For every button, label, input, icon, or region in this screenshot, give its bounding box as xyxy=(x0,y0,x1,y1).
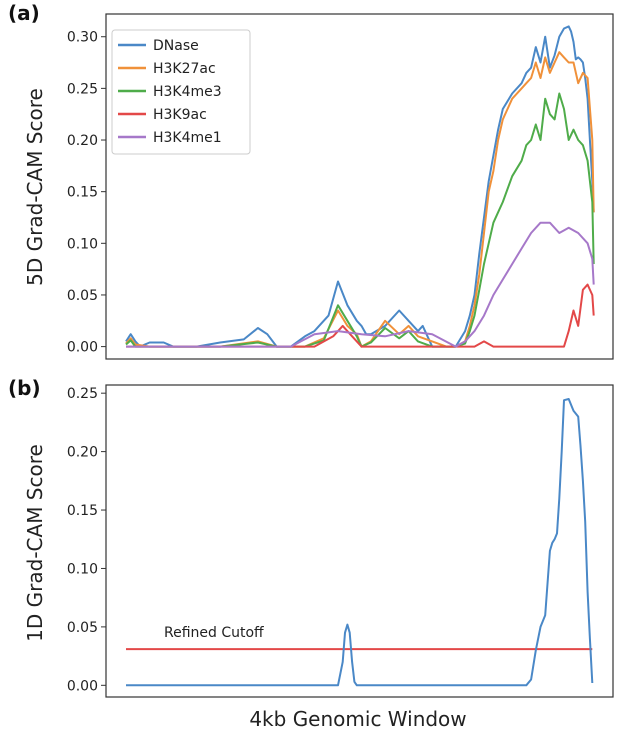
panel-b-y-tick-label: 0.25 xyxy=(67,386,98,402)
panel-b-label: (b) xyxy=(8,376,41,400)
panel-a-legend: DNase H3K27ac H3K4me3 H3K9ac H3K4me1 xyxy=(111,29,251,155)
panel-b-y-tick-label: 0.05 xyxy=(67,620,98,636)
panel-a-y-tick-label: 0.05 xyxy=(67,288,98,304)
legend-label-h3k9ac: H3K9ac xyxy=(153,107,207,123)
panel-b-series-lines xyxy=(126,398,594,687)
panel-a-label: (a) xyxy=(8,1,40,25)
panel-b-frame xyxy=(105,384,614,698)
panel-b-y-tick-label: 0.00 xyxy=(67,678,98,694)
panel-b-y-axis-title: 1D Grad-CAM Score xyxy=(23,444,47,642)
panel-a: (a) 0.00 0.05 0.10 0.15 0.20 0.25 0.30 DNase H3… xyxy=(8,1,614,360)
panel-b-y-ticks: 0.00 0.05 0.10 0.15 0.20 0.25 xyxy=(67,386,106,694)
legend-box xyxy=(111,29,251,155)
legend-label-dnase: DNase xyxy=(153,38,199,54)
panel-a-y-tick-label: 0.10 xyxy=(67,236,98,252)
panel-a-series-lines xyxy=(125,25,595,348)
panel-a-y-tick-label: 0.20 xyxy=(67,133,98,149)
series-line-h3k9ac xyxy=(126,283,595,348)
panel-a-frame xyxy=(105,13,614,360)
legend-label-h3k4me3: H3K4me3 xyxy=(153,84,222,100)
legend-label-h3k27ac: H3K27ac xyxy=(153,61,216,77)
legend-label-h3k4me1: H3K4me1 xyxy=(153,130,222,146)
x-axis-title: 4kb Genomic Window xyxy=(249,707,466,731)
series-line-dnase xyxy=(125,25,595,348)
panel-a-y-ticks: 0.00 0.05 0.10 0.15 0.20 0.25 0.30 xyxy=(67,30,106,356)
panel-a-y-axis-title: 5D Grad-CAM Score xyxy=(23,88,47,286)
panel-a-y-tick-label: 0.25 xyxy=(67,81,98,97)
panel-b: (b) 0.00 0.05 0.10 0.15 0.20 0.25 Refined Cut… xyxy=(8,376,614,731)
panel-b-y-tick-label: 0.10 xyxy=(67,561,98,577)
series-line-h3k4me1 xyxy=(126,221,595,348)
panel-a-y-tick-label: 0.15 xyxy=(67,185,98,201)
refined-cutoff-label: Refined Cutoff xyxy=(164,625,264,641)
panel-a-y-tick-label: 0.00 xyxy=(67,340,98,356)
panel-a-y-tick-label: 0.30 xyxy=(67,30,98,46)
series-line-score xyxy=(126,398,594,687)
panel-b-y-tick-label: 0.15 xyxy=(67,503,98,519)
panel-b-y-tick-label: 0.20 xyxy=(67,445,98,461)
